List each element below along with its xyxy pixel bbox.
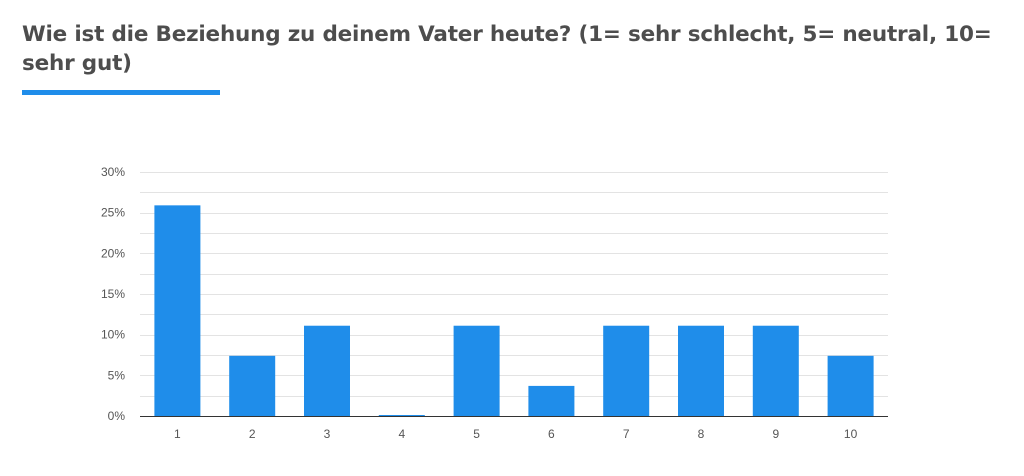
x-axis-ticks: 1 2 3 4 5 6 7 8 9 10 xyxy=(174,427,858,441)
bar-2 xyxy=(229,355,276,416)
x-tick-label: 10 xyxy=(844,427,858,441)
bar-3 xyxy=(304,325,350,416)
y-tick-label: 5% xyxy=(108,368,126,382)
y-tick-label: 0% xyxy=(108,409,126,423)
bar-8 xyxy=(678,325,724,416)
question-title: Wie ist die Beziehung zu deinem Vater he… xyxy=(22,22,992,76)
x-tick-label: 2 xyxy=(249,427,256,441)
x-tick-label: 3 xyxy=(324,427,331,441)
bar-4 xyxy=(378,415,425,416)
bar-9 xyxy=(752,325,799,416)
x-tick-label: 1 xyxy=(174,427,181,441)
bars xyxy=(154,205,874,416)
title-underline xyxy=(22,90,220,95)
y-tick-label: 10% xyxy=(101,328,125,342)
y-tick-label: 30% xyxy=(101,165,125,179)
x-tick-label: 5 xyxy=(473,427,480,441)
x-tick-label: 7 xyxy=(623,427,630,441)
y-axis-ticks: 0% 5% 10% 15% 20% 25% 30% xyxy=(101,165,125,423)
x-tick-label: 9 xyxy=(772,427,779,441)
x-tick-label: 4 xyxy=(398,427,405,441)
x-tick-label: 8 xyxy=(698,427,705,441)
bar-1 xyxy=(154,205,201,416)
bar-6 xyxy=(528,385,575,416)
bar-7 xyxy=(603,325,650,416)
y-tick-label: 25% xyxy=(101,206,125,220)
bar-5 xyxy=(453,325,500,416)
y-tick-label: 15% xyxy=(101,287,125,301)
x-tick-label: 6 xyxy=(548,427,555,441)
y-tick-label: 20% xyxy=(101,246,125,260)
bar-10 xyxy=(827,355,874,416)
